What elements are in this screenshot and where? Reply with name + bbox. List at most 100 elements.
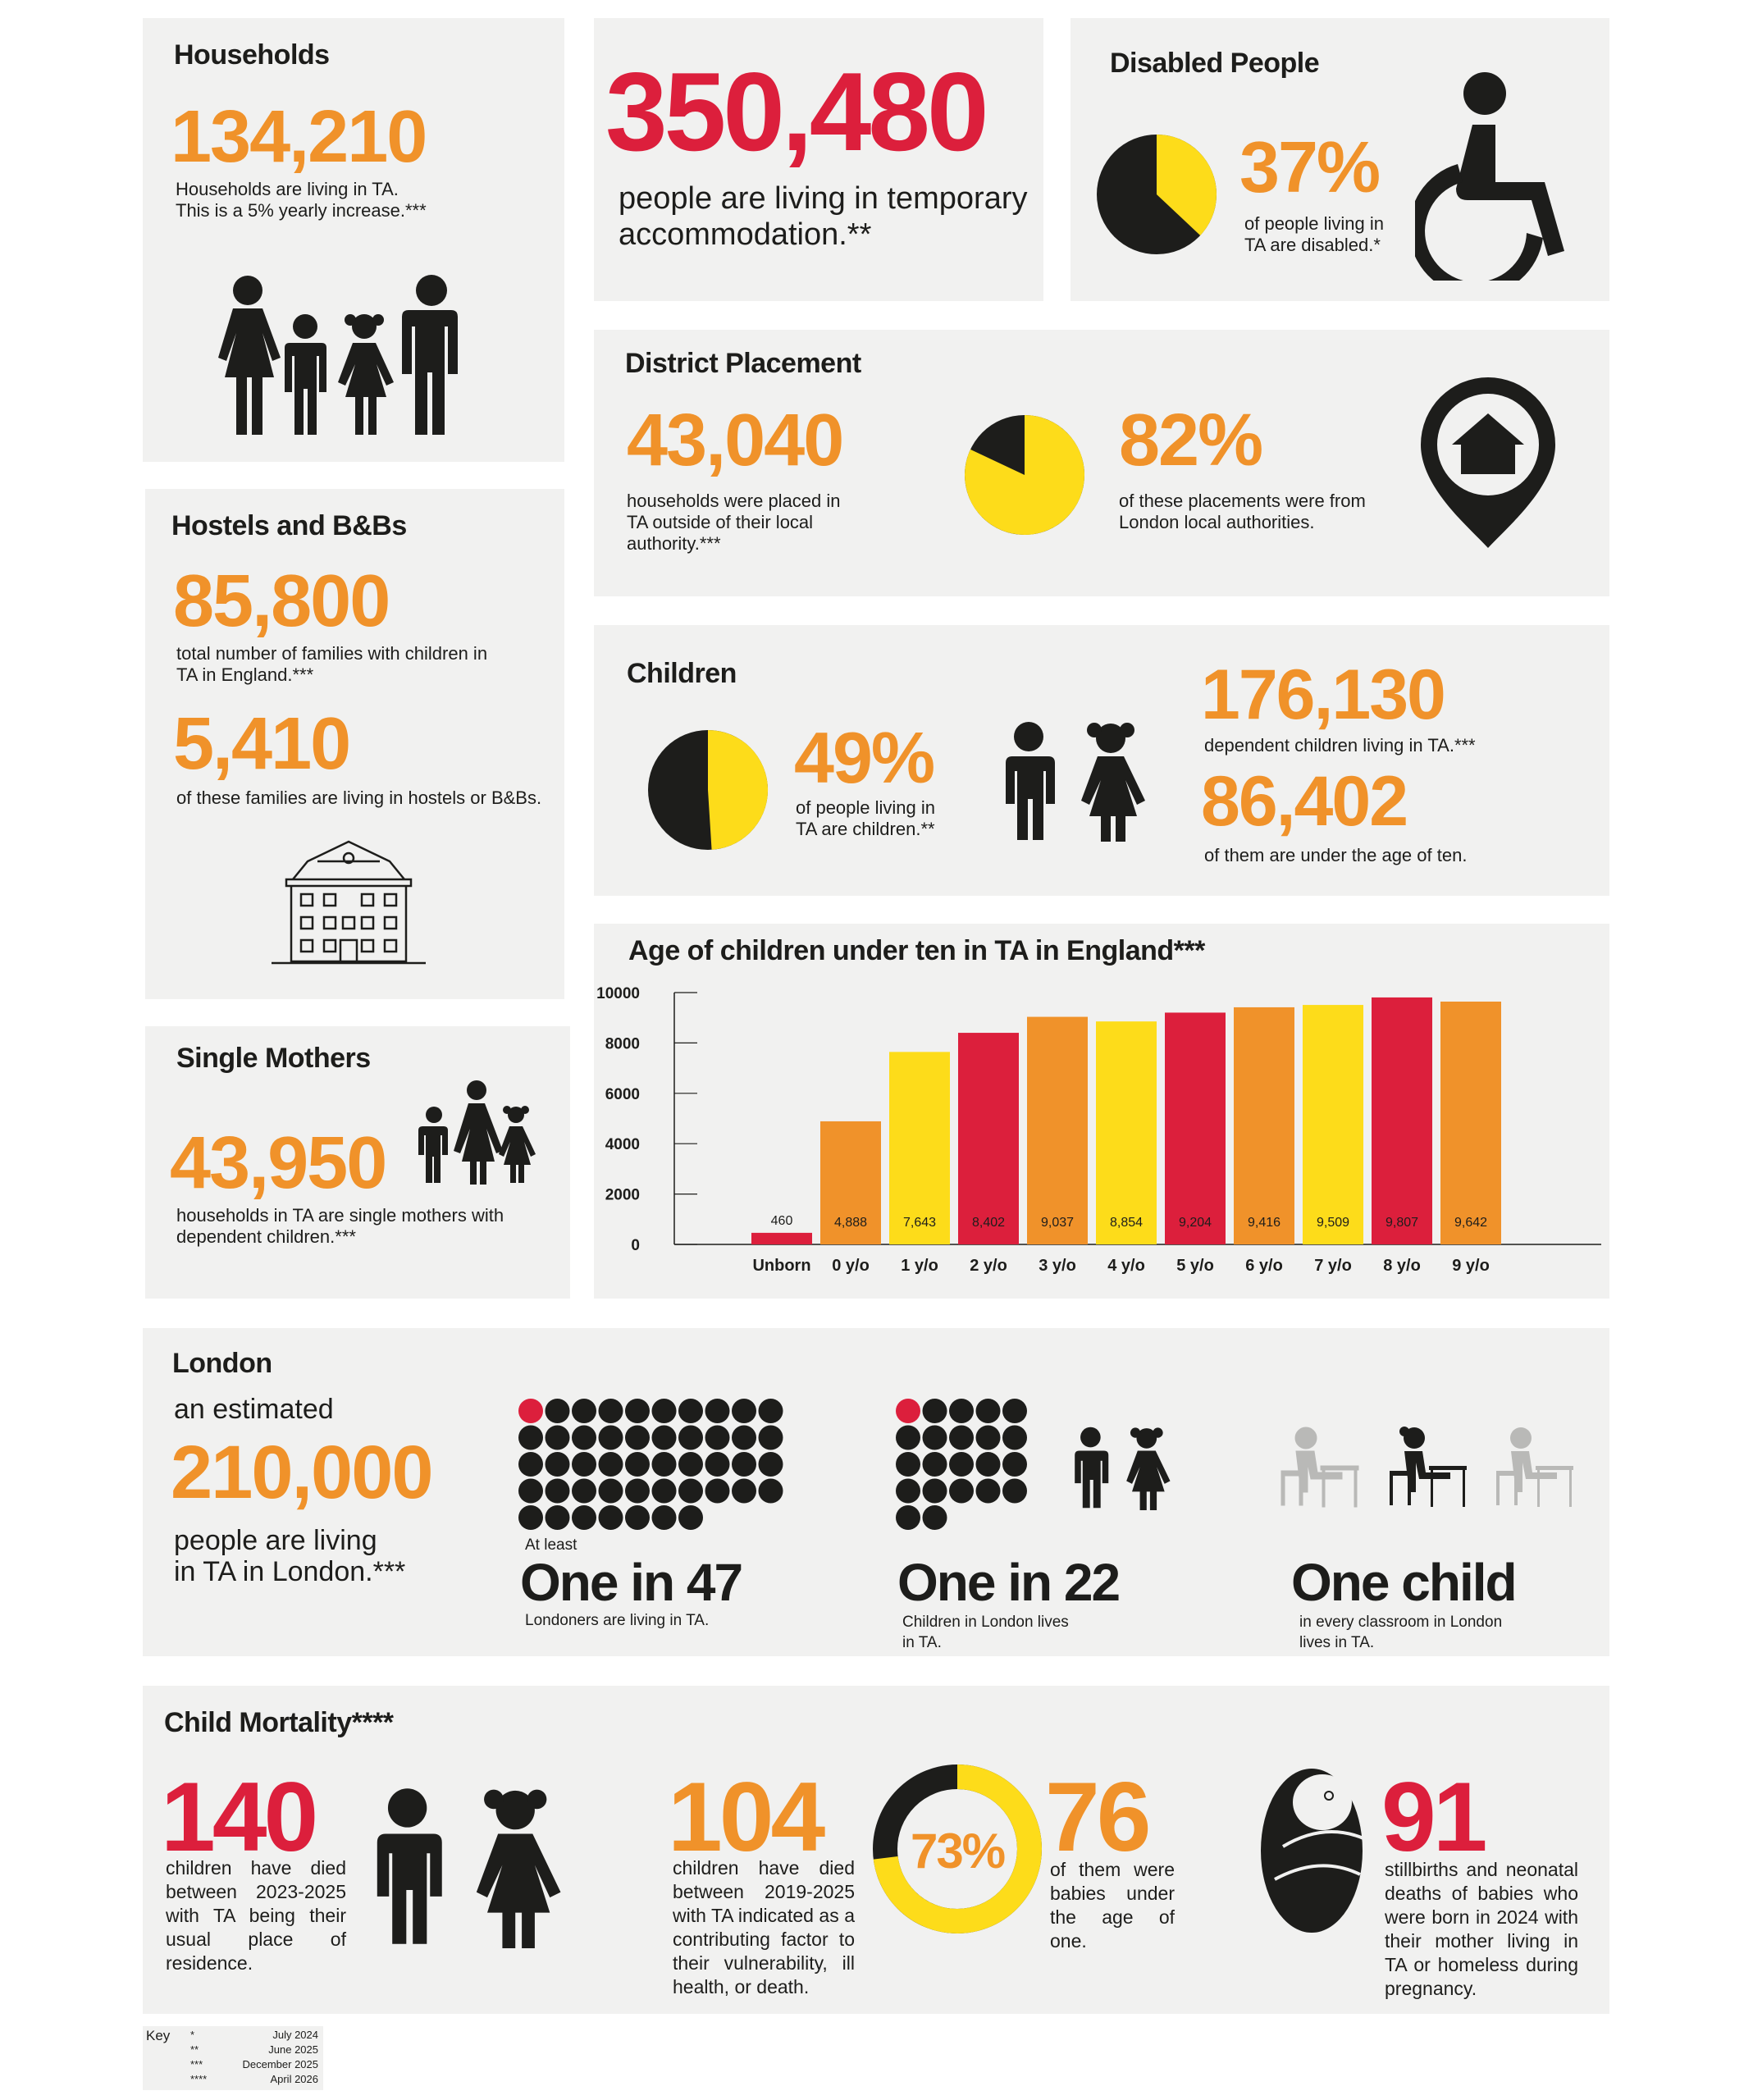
total-people-card: 350,480 people are living in temporary a… — [594, 18, 1043, 301]
y-tick-label: 2000 — [605, 1187, 640, 1204]
key-legend: Key * July 2024 ** June 2025 *** December 2… — [143, 2026, 323, 2090]
hostels-families-text: total number of families with children i… — [176, 643, 488, 685]
bar-value-label: 9,416 — [1248, 1216, 1281, 1230]
mortality-title: Child Mortality**** — [164, 1707, 394, 1738]
mortality-ring-chart — [873, 1764, 1042, 1933]
disabled-card: Disabled People 37% of people living in … — [1071, 18, 1609, 301]
dot — [896, 1425, 920, 1450]
bar — [751, 1232, 812, 1244]
london-children-icon — [1075, 1427, 1171, 1510]
dot — [625, 1399, 650, 1423]
dot — [922, 1425, 947, 1450]
households-number: 134,210 — [171, 96, 427, 178]
dot — [678, 1478, 703, 1504]
dot — [896, 1452, 920, 1477]
dot — [572, 1425, 596, 1450]
mother-children-icon — [418, 1080, 536, 1185]
dot — [678, 1452, 703, 1477]
dot — [922, 1478, 947, 1504]
bar-value-label: 9,037 — [1041, 1216, 1074, 1230]
baby-icon — [1261, 1769, 1364, 1933]
dot — [678, 1425, 703, 1450]
households-title: Households — [174, 39, 330, 71]
dot — [625, 1478, 650, 1504]
dot — [975, 1425, 1001, 1450]
district-percent: 82% — [1119, 399, 1263, 482]
key-date: July 2024 — [272, 2029, 318, 2041]
dot — [1002, 1452, 1027, 1477]
children-percent: 49% — [794, 717, 935, 798]
dot — [625, 1425, 650, 1450]
dot — [545, 1399, 570, 1423]
dot — [975, 1452, 1001, 1477]
londoners-dot-grid — [518, 1399, 783, 1530]
dot — [625, 1452, 650, 1477]
dot — [598, 1505, 623, 1530]
mortality-card: Child Mortality**** 140 children have di… — [143, 1686, 1609, 2014]
bar-value-label: 9,204 — [1179, 1216, 1212, 1230]
x-tick-label: 3 y/o — [1039, 1257, 1076, 1275]
dot — [572, 1399, 596, 1423]
hostels-number-families: 85,800 — [173, 560, 390, 642]
dot — [651, 1478, 677, 1504]
dot — [732, 1478, 756, 1504]
dot — [705, 1425, 730, 1450]
children-london-text: Children in London lives in TA. — [902, 1614, 1069, 1651]
bar-value-label: 9,807 — [1386, 1216, 1418, 1230]
key-mark: ** — [190, 2043, 199, 2056]
bar — [1027, 1016, 1088, 1244]
x-tick-label: 7 y/o — [1314, 1257, 1352, 1275]
children-dot-grid — [896, 1399, 1027, 1530]
dot — [758, 1478, 783, 1504]
bar-value-label: 9,509 — [1317, 1216, 1349, 1230]
mortality-76-number: 76 — [1045, 1762, 1151, 1872]
key-row: * July 2024 ** June 2025 *** December 2025 … — [190, 2028, 318, 2087]
dot — [598, 1478, 623, 1504]
dot — [572, 1478, 596, 1504]
bar-value-label: 8,402 — [972, 1216, 1005, 1230]
dot — [1002, 1478, 1027, 1504]
mortality-104-text: children have died between 2019-2025 wit… — [673, 1857, 855, 1997]
district-text: households were placed in TA outside of … — [627, 491, 841, 554]
disabled-pie-chart — [1097, 135, 1217, 254]
key-mark: **** — [190, 2073, 208, 2085]
londoners-at-least: At least — [525, 1536, 577, 1554]
total-people-text: people are living in temporary accommoda… — [619, 181, 1028, 252]
y-tick-label: 10000 — [596, 985, 640, 1002]
dot — [922, 1452, 947, 1477]
bar — [1372, 997, 1432, 1244]
mortality-children-icon — [377, 1788, 561, 1948]
district-number: 43,040 — [627, 399, 844, 482]
children-percent-text: of people living in TA are children.** — [796, 797, 936, 839]
households-text: Households are living in TA. This is a 5… — [176, 179, 427, 221]
dot — [572, 1505, 596, 1530]
mortality-104-number: 104 — [668, 1762, 825, 1872]
building-icon — [272, 840, 426, 965]
family-icon — [218, 275, 458, 435]
children-number-dependent: 176,130 — [1201, 655, 1446, 734]
dot — [678, 1505, 703, 1530]
key-label: Key — [146, 2028, 171, 2043]
dot — [598, 1452, 623, 1477]
dot — [545, 1505, 570, 1530]
dot — [651, 1399, 677, 1423]
dot — [922, 1505, 947, 1530]
children-pie-chart — [648, 730, 769, 850]
x-tick-label: 5 y/o — [1176, 1257, 1214, 1275]
dot — [545, 1478, 570, 1504]
bar-value-label: 8,854 — [1110, 1216, 1143, 1230]
y-tick-label: 8000 — [605, 1035, 640, 1052]
children-under-ten-text: of them are under the age of ten. — [1204, 845, 1468, 865]
mortality-ring-percent: 73% — [910, 1824, 1006, 1879]
london-title: London — [172, 1348, 272, 1379]
dot — [651, 1452, 677, 1477]
dot — [518, 1478, 543, 1504]
wheelchair-icon — [1415, 72, 1564, 281]
highlight-dot — [896, 1399, 920, 1423]
children-card: Children 49% of people living in TA are … — [594, 625, 1609, 896]
dot — [896, 1478, 920, 1504]
highlight-dot — [518, 1399, 543, 1423]
y-tick-label: 0 — [631, 1237, 640, 1254]
dot — [758, 1452, 783, 1477]
dot — [678, 1399, 703, 1423]
